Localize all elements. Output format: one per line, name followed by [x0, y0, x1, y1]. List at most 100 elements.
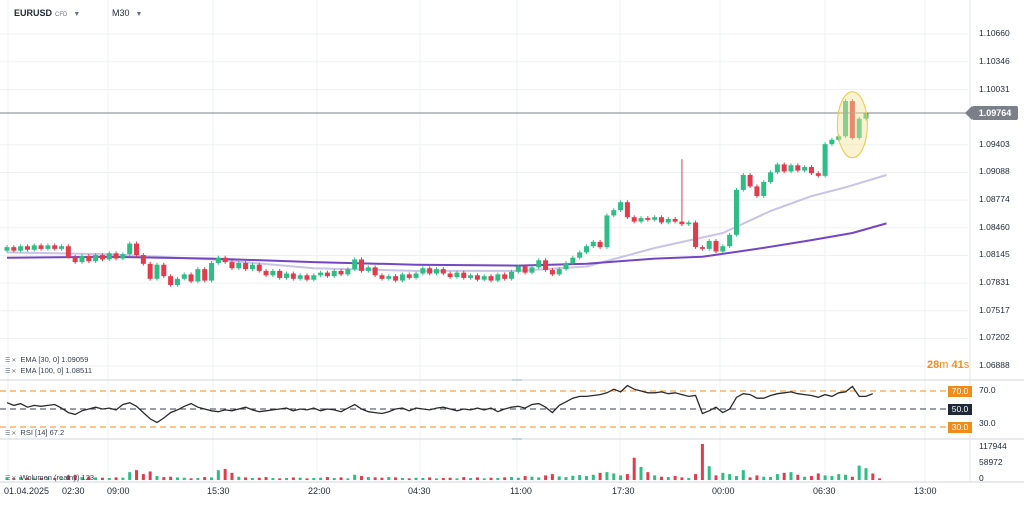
volume-bar [353, 474, 357, 480]
volume-bar [285, 478, 289, 480]
bar-countdown: 28m 41s [927, 359, 969, 371]
price-tick-label: 1.10031 [979, 83, 1010, 94]
candle-body [413, 273, 419, 278]
volume-bar [305, 478, 309, 480]
volume-bar [407, 478, 411, 480]
symbol-label: EURUSD [14, 8, 53, 18]
volume-bar [114, 477, 118, 480]
candle-body [686, 222, 692, 225]
volume-bar [196, 478, 200, 480]
volume-bar [673, 476, 677, 480]
symbol-selector[interactable]: EURUSD CFD ▼ [14, 8, 80, 18]
volume-bar [428, 477, 432, 480]
pane-resize-handle [512, 438, 522, 440]
ema100-legend-text: EMA [100, 0] 1.08511 [20, 366, 92, 375]
candle-body [474, 275, 480, 280]
ema100-line [6, 222, 887, 267]
volume-bar [32, 478, 36, 480]
volume-bar [87, 476, 91, 480]
ema30-legend[interactable]: ☰✕ EMA [30, 0] 1.09059 [5, 355, 88, 364]
volume-bar [775, 474, 779, 480]
volume-bar [857, 465, 861, 480]
volume-bar [94, 477, 98, 480]
volume-bar [203, 477, 207, 480]
candle-body [849, 101, 855, 138]
candle-body [263, 270, 269, 276]
pane-resize-handle [512, 379, 522, 381]
volume-bar [53, 478, 57, 480]
volume-bar [584, 476, 588, 480]
volume-bar [578, 475, 582, 480]
candle-body [31, 245, 37, 250]
volume-bar [659, 476, 663, 480]
volume-bar [809, 476, 813, 480]
candle-body [352, 259, 358, 270]
volume-bar [653, 475, 657, 480]
volume-bar [823, 475, 827, 480]
rsi-line [6, 384, 874, 424]
volume-legend-text: Wolumen (realny) 123 [20, 473, 95, 482]
volume-bar [878, 478, 882, 480]
volume-bar [803, 476, 807, 480]
candle-body [379, 275, 385, 279]
volume-bar [748, 477, 752, 480]
volume-bar [550, 474, 554, 480]
price-tick-label: 1.07202 [979, 332, 1010, 343]
volume-bar [680, 477, 684, 480]
candle-body [93, 255, 99, 262]
countdown-s: s [963, 359, 970, 371]
candle-body [345, 269, 351, 275]
chevron-down-icon: ▼ [73, 11, 81, 18]
ema100-legend[interactable]: ☰✕ EMA [100, 0] 1.08511 [5, 366, 92, 375]
volume-bar [223, 468, 227, 480]
candle-body [747, 174, 753, 187]
candle-body [359, 259, 365, 271]
grid-lines [0, 0, 968, 482]
candle-body [733, 189, 739, 235]
candle-body [454, 272, 460, 278]
candle-body [481, 276, 487, 280]
volume-bar [598, 472, 602, 480]
rsi-legend[interactable]: ☰✕ RSI [14] 67.2 [5, 428, 64, 437]
price-tick-label: 1.08460 [979, 221, 1010, 232]
candle-body [222, 257, 228, 263]
volume-bar [230, 472, 234, 480]
volume-bar [73, 474, 77, 480]
candle-body [99, 255, 105, 260]
candle-body [461, 272, 467, 278]
timeframe-selector[interactable]: M30 ▼ [112, 8, 142, 18]
candle-body [79, 255, 85, 263]
candle-body [120, 254, 126, 259]
volume-bar [5, 477, 9, 480]
candle-body [856, 118, 862, 138]
volume-bar [830, 476, 834, 480]
volume-axis-zero: 0 [979, 473, 984, 483]
volume-bar [503, 477, 507, 480]
candle-body [802, 167, 808, 171]
timeframe-label: M30 [112, 8, 130, 18]
candle-body [502, 274, 508, 279]
volume-bar [237, 476, 241, 480]
time-tick-label: 13:00 [914, 486, 937, 496]
candle-body [679, 221, 685, 225]
candle-body [386, 276, 392, 279]
candle-body [618, 202, 624, 211]
candle-body [727, 234, 733, 247]
candle-body [843, 101, 849, 137]
volume-bar [714, 475, 718, 480]
candle-body [665, 218, 671, 223]
candle-body [795, 165, 801, 171]
candle-body [290, 273, 296, 279]
volume-bar [264, 477, 268, 480]
rsi-pane [0, 384, 946, 428]
volume-bar [782, 472, 786, 480]
volume-bar [475, 477, 479, 480]
volume-bar [625, 474, 629, 480]
volume-bar [721, 472, 725, 480]
candle-body [468, 275, 474, 278]
candle-body [536, 260, 542, 268]
volume-bars [5, 444, 882, 480]
volume-axis-max: 117944 [979, 441, 1007, 451]
candle-body [761, 182, 767, 197]
volume-legend[interactable]: ☰✕ Wolumen (realny) 123 [5, 473, 94, 482]
